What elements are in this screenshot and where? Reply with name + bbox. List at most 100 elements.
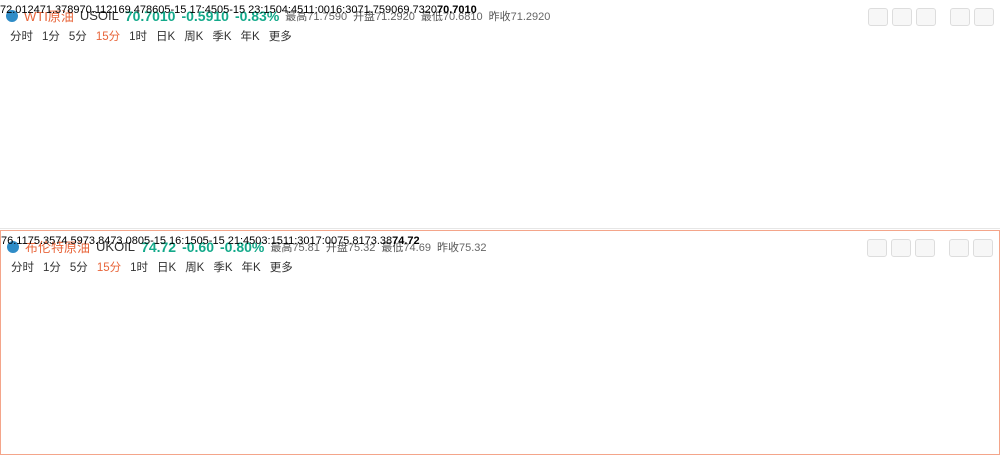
stat-label: 最低	[381, 241, 404, 254]
period-tab[interactable]: 周K	[185, 262, 205, 274]
stat-value: 71.2920	[510, 10, 551, 23]
y-tick-label: 75.35	[27, 235, 56, 247]
tool-button[interactable]	[950, 8, 970, 26]
instrument-name[interactable]: WTI原油	[24, 9, 74, 24]
period-tab[interactable]: 年K	[240, 31, 260, 43]
tool-button[interactable]	[868, 8, 888, 26]
stat: 开盘71.2920	[353, 8, 415, 24]
period-tabs: 分时 1分 5分 15分 1时 日K 周K 季K 年K 更多	[11, 259, 293, 275]
y-tick-label: 76.11	[1, 235, 28, 247]
change: -0.5910	[181, 7, 229, 24]
period-tab[interactable]: 1分	[43, 262, 61, 274]
stat-label: 最低	[420, 10, 443, 23]
tool-button[interactable]	[915, 239, 935, 257]
period-tab[interactable]: 1时	[129, 31, 148, 43]
stat: 最低74.69	[381, 239, 431, 255]
x-tick-label: 05-15 16:15	[137, 235, 197, 247]
stat-value: 70.6810	[442, 10, 483, 23]
period-tab[interactable]: 日K	[156, 31, 176, 43]
stat-value: 75.32	[458, 241, 487, 254]
y-tick-label: 73.84	[82, 235, 111, 247]
symbol-icon	[7, 240, 19, 253]
y-tick-label: 70.1121	[79, 4, 119, 16]
header: 布伦特原油 UKOIL 74.72 -0.60 -0.80% 最高75.81 开盘75.32…	[7, 237, 486, 256]
tool-button[interactable]	[892, 8, 912, 26]
period-tab[interactable]: 分时	[11, 262, 34, 274]
stat-label: 开盘	[353, 10, 376, 23]
period-tab[interactable]: 5分	[69, 262, 88, 274]
period-tab[interactable]: 5分	[68, 31, 87, 43]
x-tick-label: 04:45	[275, 4, 304, 16]
period-tab[interactable]: 1分	[42, 31, 60, 43]
tool-button[interactable]	[891, 239, 911, 257]
period-tab[interactable]: 15分	[96, 262, 122, 274]
symbol[interactable]: USOIL	[79, 8, 119, 23]
period-tab[interactable]: 日K	[157, 262, 177, 274]
high-marker: 71.7590	[357, 4, 398, 16]
y-tick-label: 73.08	[110, 235, 138, 247]
stat-value: 75.32	[347, 241, 376, 254]
stat-value: 75.81	[292, 241, 320, 254]
change-pct: -0.80%	[220, 238, 265, 255]
instrument-name[interactable]: 布伦特原油	[25, 240, 91, 255]
stat-value: 74.69	[403, 241, 431, 254]
period-tab[interactable]: 季K	[213, 262, 233, 274]
stat: 最低70.6810	[421, 8, 483, 24]
y-tick-label: 72.0124	[0, 4, 40, 16]
period-tab[interactable]: 15分	[95, 31, 121, 43]
stat: 最高71.7590	[285, 8, 347, 24]
tool-button[interactable]	[916, 8, 936, 26]
stat-label: 最高	[285, 10, 308, 23]
period-tab[interactable]: 1时	[130, 262, 149, 274]
period-tab[interactable]: 周K	[184, 31, 204, 43]
tool-button[interactable]	[973, 239, 993, 257]
change: -0.60	[182, 238, 214, 255]
toolbar	[868, 8, 994, 26]
y-tick-label: 69.4786	[118, 4, 159, 16]
stat: 昨收75.32	[437, 239, 487, 255]
x-tick-label: 11:00	[303, 4, 330, 16]
x-tick-label: 11:30	[282, 235, 310, 247]
tool-button[interactable]	[974, 8, 994, 26]
period-tab[interactable]: 分时	[10, 31, 33, 43]
tool-button[interactable]	[867, 239, 887, 257]
toolbar	[867, 239, 993, 257]
stat-value: 71.7590	[307, 10, 348, 23]
stat: 开盘75.32	[326, 239, 376, 255]
panel: 布伦特原油 UKOIL 74.72 -0.60 -0.80% 最高75.81 开盘75.32…	[0, 230, 1000, 455]
header: WTI原油 USOIL 70.7010 -0.5910 -0.83% 最高71.7590 开…	[6, 6, 550, 25]
stat-label: 昨收	[436, 241, 459, 254]
tool-button[interactable]	[949, 239, 969, 257]
last-price-label: 70.7010	[437, 4, 477, 16]
y-tick-label: 71.3789	[39, 4, 80, 16]
stat: 最高75.81	[270, 239, 320, 255]
period-tab[interactable]: 更多	[268, 31, 292, 43]
change-pct: -0.83%	[234, 7, 280, 24]
last-price-label: 74.72	[392, 235, 420, 247]
period-tab[interactable]: 年K	[241, 262, 261, 274]
x-tick-label: 16:30	[329, 4, 358, 16]
x-tick-label: 05-15 21:45	[196, 235, 256, 247]
y-tick-label: 74.59	[55, 235, 83, 247]
stat-label: 最高	[270, 241, 293, 254]
x-tick-label: 17:00	[309, 235, 338, 247]
price: 74.72	[141, 238, 177, 255]
chart: 72.012471.378970.112169.478605-15 17:450…	[0, 0, 477, 18]
chart: 76.1175.3574.5973.8473.0805-15 16:1505-1…	[1, 231, 420, 249]
stat-value: 71.2920	[375, 10, 415, 23]
low-marker: 73.38	[364, 235, 393, 247]
stat-label: 开盘	[325, 241, 348, 254]
stat-label: 昨收	[488, 10, 511, 23]
stat: 昨收71.2920	[489, 8, 551, 24]
low-marker: 69.7320	[397, 4, 437, 16]
x-tick-label: 05-15 23:15	[216, 4, 276, 16]
period-tab[interactable]: 季K	[212, 31, 232, 43]
x-tick-label: 03:15	[255, 235, 283, 247]
period-tab[interactable]: 更多	[269, 262, 293, 274]
x-tick-label: 05-15 17:45	[158, 4, 217, 16]
period-tabs: 分时 1分 5分 15分 1时 日K 周K 季K 年K 更多	[10, 28, 292, 44]
symbol[interactable]: UKOIL	[96, 239, 136, 254]
symbol-icon	[6, 9, 18, 22]
high-marker: 75.81	[337, 235, 365, 247]
